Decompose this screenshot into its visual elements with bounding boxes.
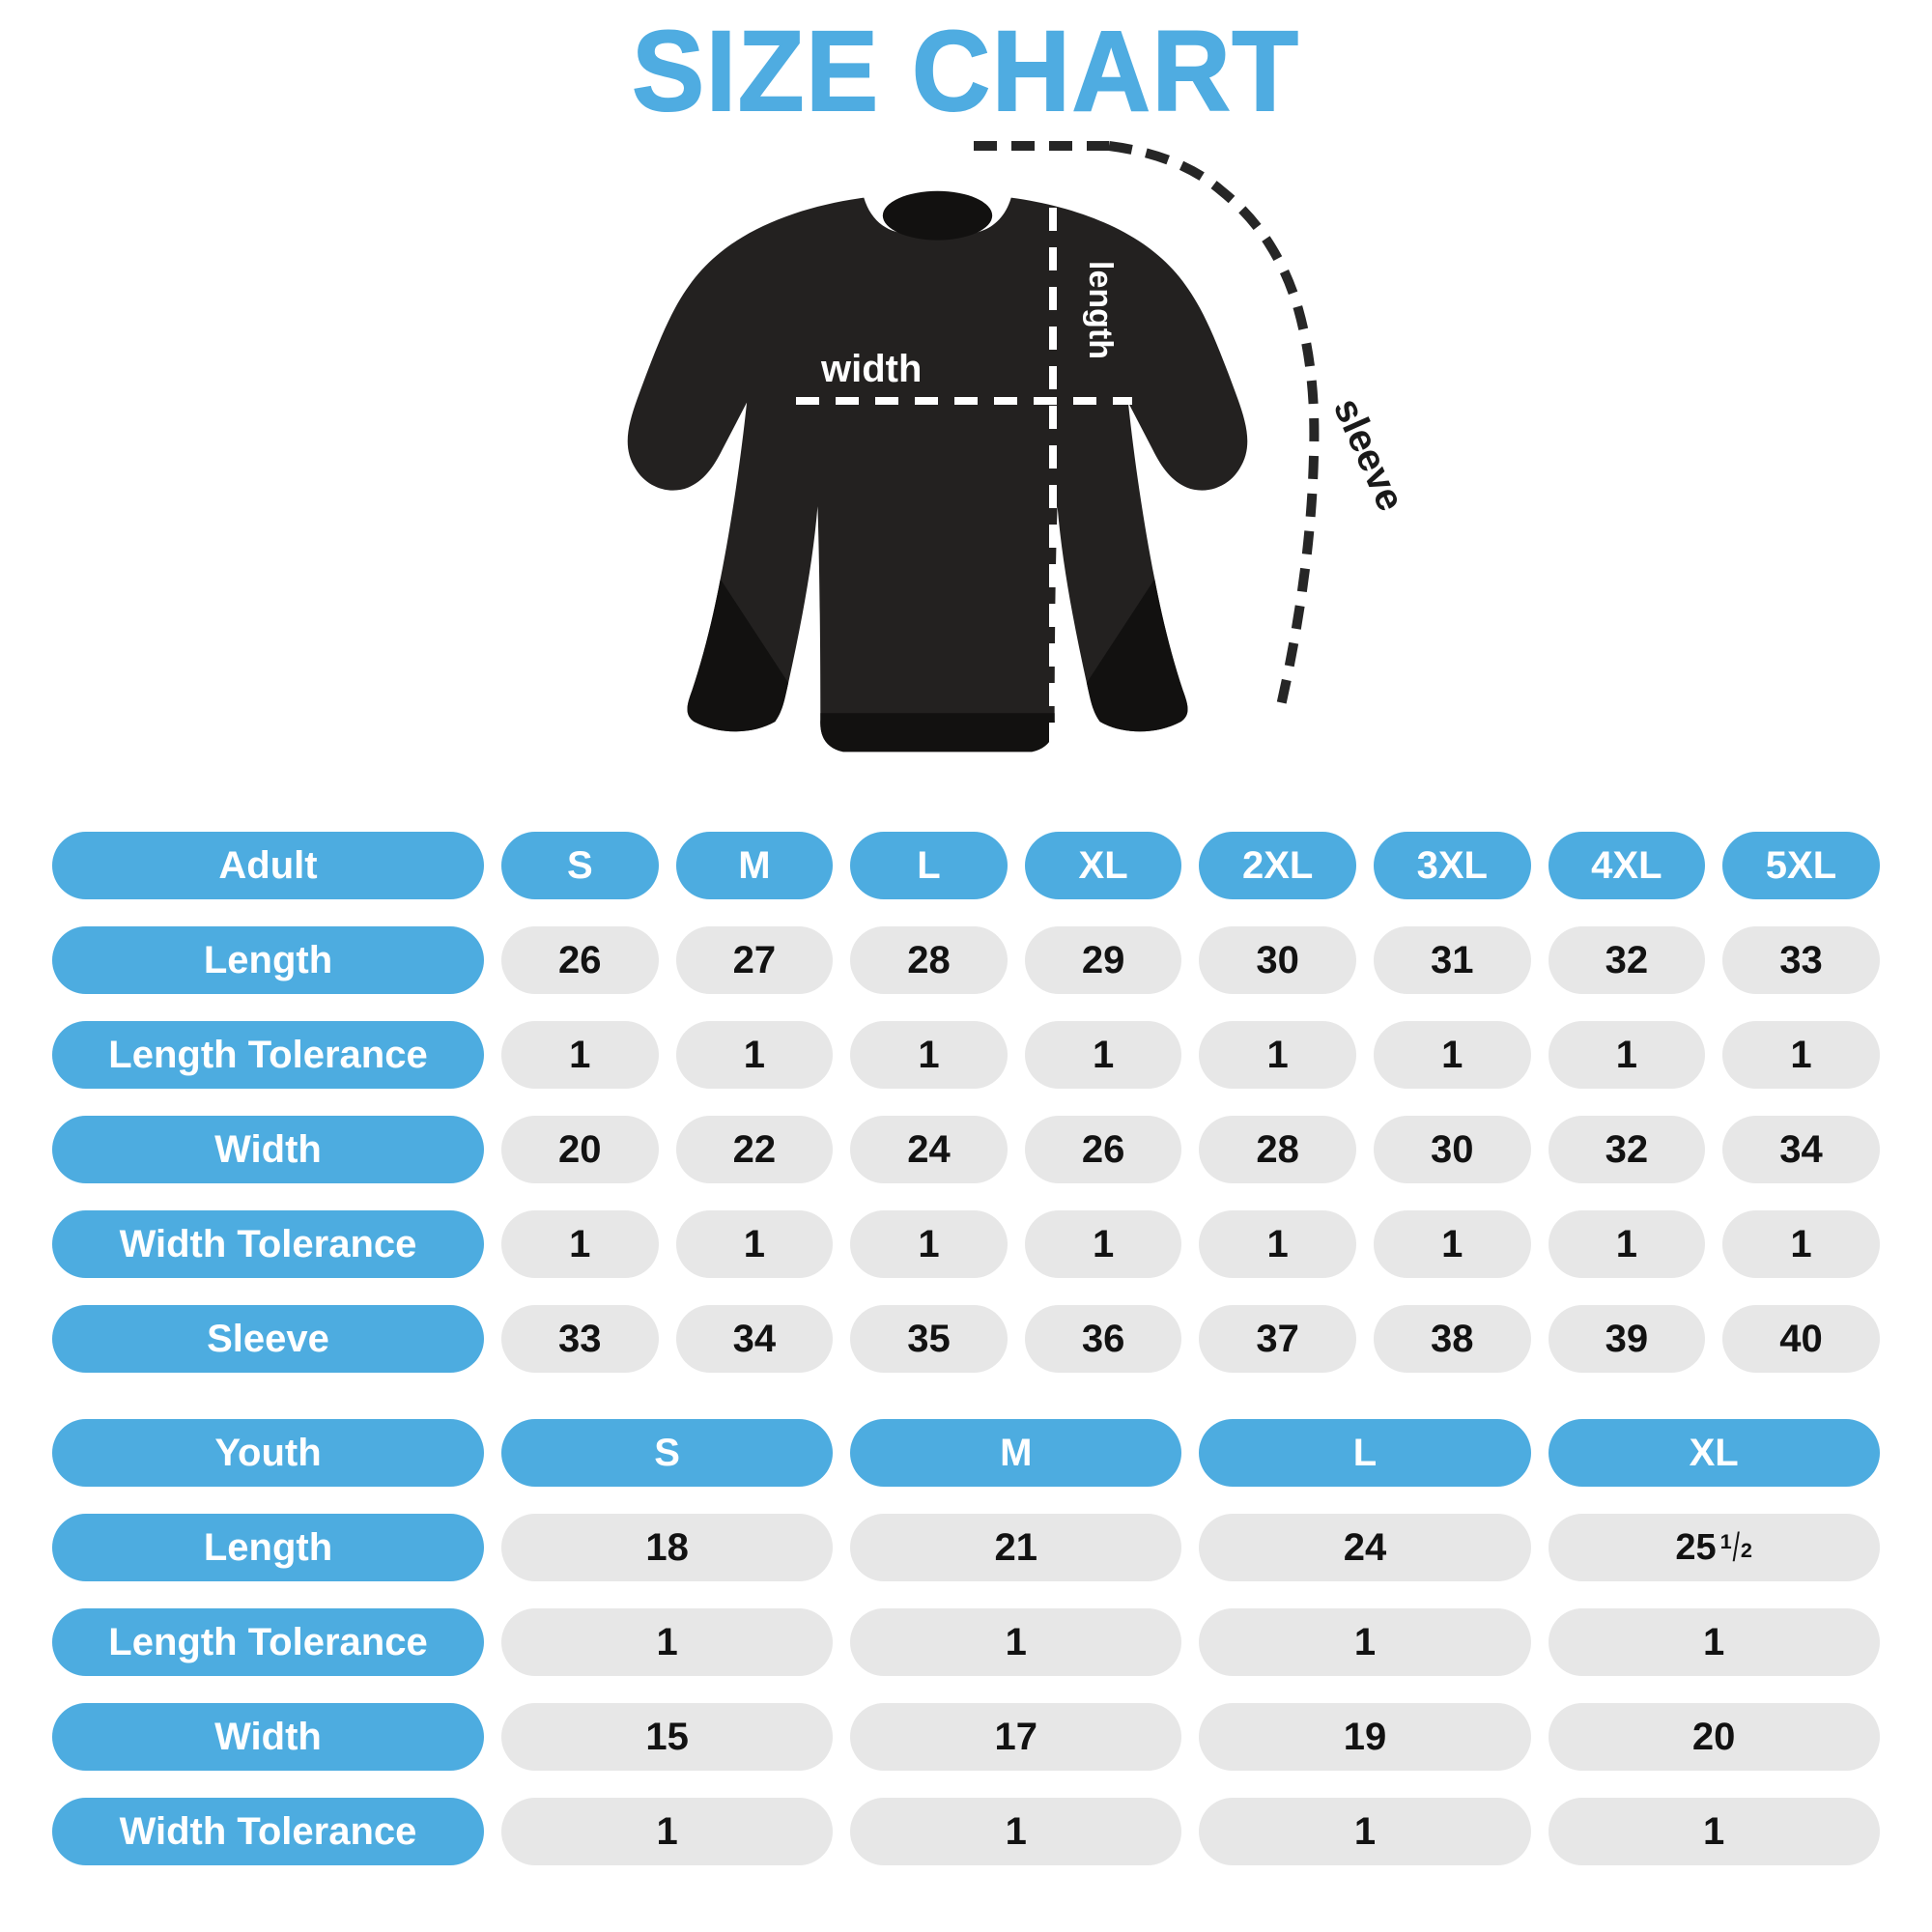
- svg-text:width: width: [820, 348, 922, 390]
- svg-text:sleeve: sleeve: [1325, 392, 1412, 518]
- svg-text:length: length: [1082, 261, 1119, 359]
